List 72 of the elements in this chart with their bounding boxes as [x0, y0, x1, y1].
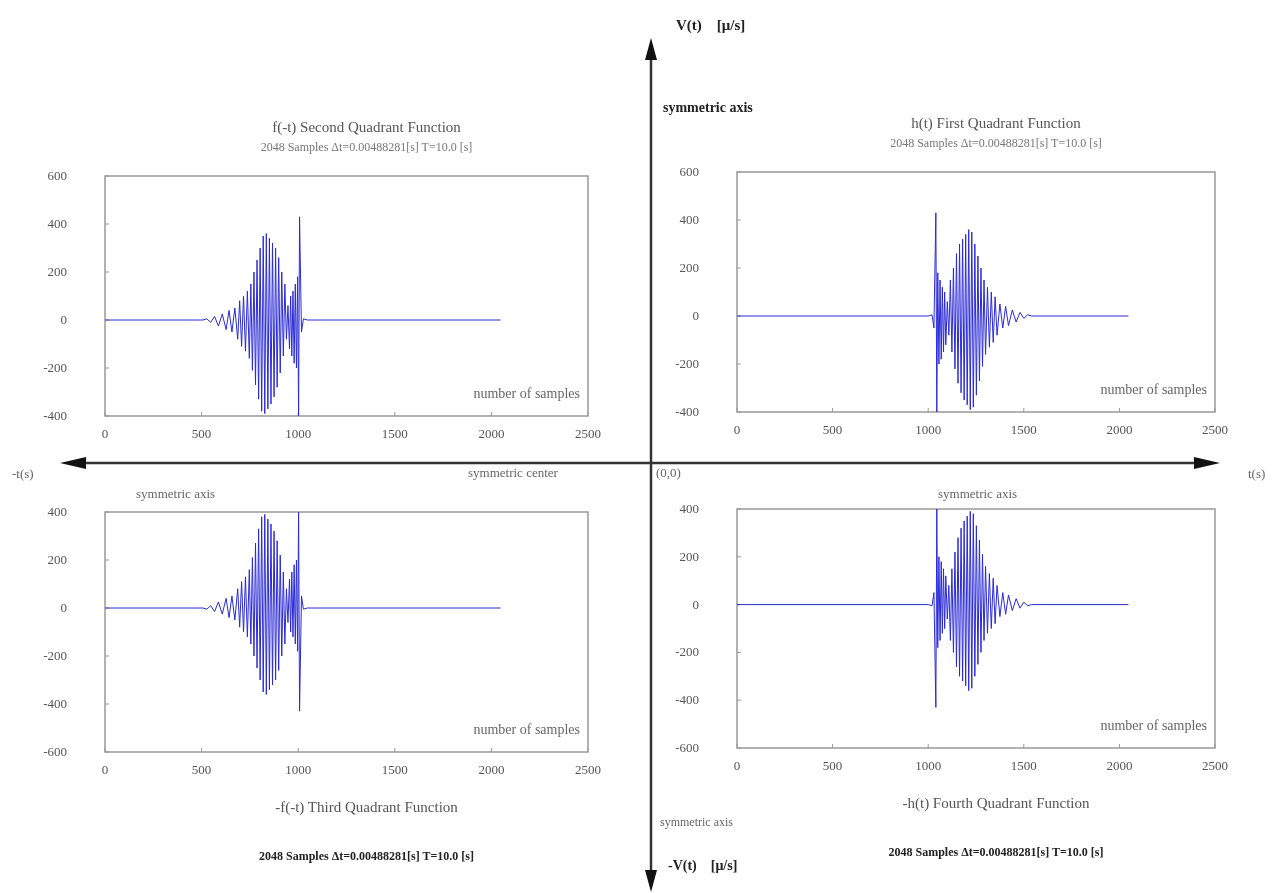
x-axis-title: number of samples — [1100, 718, 1207, 733]
y-tick-label: 600 — [679, 164, 699, 179]
text: -f(-t) Third Quadrant Function — [275, 799, 459, 816]
y-tick-label: 400 — [47, 504, 67, 519]
line-series — [736, 508, 1129, 708]
y-tick-label: 600 — [47, 168, 67, 183]
x-tick-label: 1500 — [1010, 422, 1037, 437]
x-tick-label: 2500 — [575, 426, 601, 441]
text: symmetric axis — [663, 100, 754, 115]
text: symmetric center — [468, 465, 559, 480]
chart-title: h(t) First Quadrant Function — [911, 115, 1082, 132]
text: 2048 Samples Δt=0.00488281[s] T=10.0 [s] — [259, 849, 474, 863]
x-tick-label: 500 — [822, 422, 843, 437]
x-tick-label: 1000 — [285, 426, 312, 441]
x-tick-label: 1000 — [285, 762, 312, 777]
y-tick-label: -400 — [43, 408, 67, 423]
y-tick-label: 200 — [679, 260, 699, 275]
y-tick-label: 400 — [679, 212, 699, 227]
x-tick-label: 500 — [191, 762, 212, 777]
chart-subtitle: 2048 Samples Δt=0.00488281[s] T=10.0 [s] — [890, 136, 1102, 150]
x-tick-label: 2000 — [478, 762, 505, 777]
chart-subtitle: 2048 Samples Δt=0.00488281[s] T=10.0 [s] — [260, 140, 473, 154]
text: -t(s) — [12, 466, 34, 481]
y-tick-label: -600 — [675, 740, 699, 755]
y-tick-label: 0 — [692, 596, 699, 612]
y-tick-label: -400 — [675, 692, 699, 708]
y-tick-label: -200 — [43, 648, 67, 663]
text: (0,0) — [656, 465, 681, 480]
x-tick-label: 1500 — [381, 426, 408, 441]
x-axis-title: number of samples — [473, 722, 580, 737]
y-tick-label: -200 — [675, 644, 699, 660]
x-tick-label: 0 — [101, 426, 109, 441]
x-tick-label: 2000 — [1106, 758, 1133, 773]
x-tick-label: 2000 — [1106, 422, 1133, 437]
text: symmetric axis — [938, 486, 1018, 501]
x-tick-label: 2500 — [1202, 758, 1228, 773]
x-tick-label: 1000 — [915, 758, 942, 773]
y-tick-label: -200 — [675, 356, 699, 371]
text: -V(t) [μ/s] — [668, 858, 738, 874]
x-tick-label: 500 — [822, 758, 843, 773]
x-tick-label: 1000 — [915, 422, 942, 437]
text: 2048 Samples Δt=0.00488281[s] T=10.0 [s] — [888, 845, 1104, 859]
x-tick-label: 0 — [733, 422, 741, 437]
x-tick-label: 2500 — [575, 762, 601, 777]
y-tick-label: 200 — [679, 548, 699, 564]
y-tick-label: -400 — [675, 404, 699, 419]
y-tick-label: 0 — [60, 312, 67, 327]
y-tick-label: -400 — [43, 696, 67, 711]
x-tick-label: 2000 — [478, 426, 505, 441]
text: symmetric axis — [136, 486, 216, 501]
x-tick-label: 2500 — [1202, 422, 1228, 437]
x-tick-label: 500 — [191, 426, 212, 441]
y-tick-label: 200 — [47, 264, 67, 279]
x-tick-label: 1500 — [1010, 758, 1037, 773]
y-tick-label: 400 — [47, 216, 67, 231]
y-tick-label: -200 — [43, 360, 67, 375]
y-tick-label: 0 — [692, 308, 699, 323]
x-tick-label: 0 — [101, 762, 109, 777]
x-axis-title: number of samples — [1100, 382, 1207, 397]
x-axis-title: number of samples — [473, 386, 580, 401]
y-tick-label: 0 — [60, 600, 67, 615]
chart-title: f(-t) Second Quadrant Function — [272, 119, 462, 136]
x-tick-label: 1500 — [381, 762, 408, 777]
text: -h(t) Fourth Quadrant Function — [902, 795, 1091, 812]
text: symmetric axis — [660, 815, 734, 829]
y-tick-label: -600 — [43, 744, 67, 759]
y-tick-label: 400 — [679, 501, 699, 516]
text: V(t) [μ/s] — [676, 17, 746, 34]
x-tick-label: 0 — [733, 758, 741, 773]
line-series — [104, 511, 501, 712]
y-tick-label: 200 — [47, 552, 67, 567]
text: t(s) — [1248, 466, 1266, 481]
